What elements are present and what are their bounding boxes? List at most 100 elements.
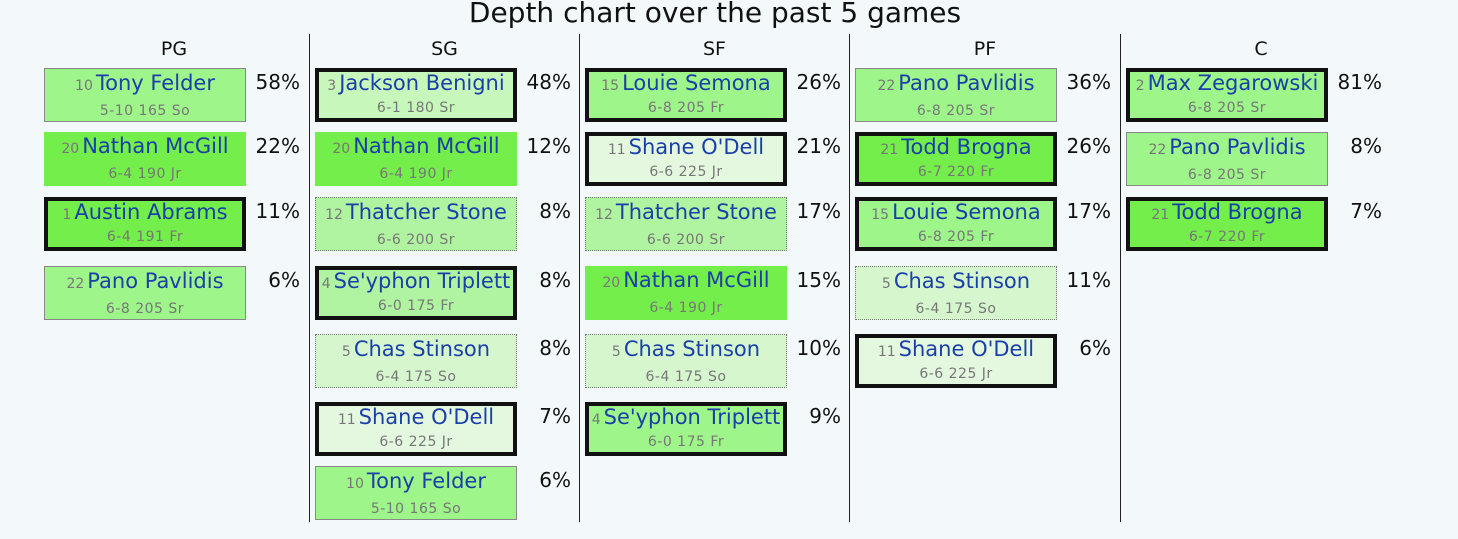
minutes-percentage: 9% xyxy=(809,404,841,428)
player-info: 6-8 205 Fr xyxy=(647,100,725,116)
position-column-c: C 2 Max Zegarowski 6-8 205 Sr 81% 22 Pano Pavl… xyxy=(1120,34,1401,522)
jersey-number: 4 xyxy=(321,276,331,292)
jersey-number: 11 xyxy=(607,142,626,158)
jersey-number: 20 xyxy=(332,141,351,157)
minutes-percentage: 17% xyxy=(796,199,841,223)
player-name-link[interactable]: Se'yphon Triplett xyxy=(603,405,781,429)
player-card[interactable]: 3 Jackson Benigni 6-1 180 Sr xyxy=(315,68,517,122)
player-card[interactable]: 4 Se'yphon Triplett 6-0 175 Fr xyxy=(315,266,517,320)
player-name-link[interactable]: Nathan McGill xyxy=(82,134,229,158)
player-info: 6-7 220 Fr xyxy=(917,164,995,180)
player-name-line: 5 Chas Stinson xyxy=(856,269,1056,296)
player-card[interactable]: 21 Todd Brogna 6-7 220 Fr xyxy=(1126,197,1328,251)
player-name-link[interactable]: Nathan McGill xyxy=(623,268,770,292)
player-name-link[interactable]: Thatcher Stone xyxy=(615,200,777,224)
player-name-line: 4 Se'yphon Triplett xyxy=(589,405,783,432)
player-name-link[interactable]: Chas Stinson xyxy=(893,269,1031,293)
player-info: 5-10 165 So xyxy=(370,501,462,517)
minutes-percentage: 10% xyxy=(796,336,841,360)
player-name-line: 2 Max Zegarowski xyxy=(1130,71,1324,98)
player-name-line: 11 Shane O'Dell xyxy=(589,135,783,162)
player-name-link[interactable]: Louie Semona xyxy=(622,71,771,95)
player-name-link[interactable]: Pano Pavlidis xyxy=(898,71,1035,95)
player-info: 6-6 225 Jr xyxy=(649,164,723,180)
player-info: 6-8 205 Fr xyxy=(917,229,995,245)
minutes-percentage: 8% xyxy=(539,199,571,223)
minutes-percentage: 36% xyxy=(1066,70,1111,94)
jersey-number: 20 xyxy=(61,141,80,157)
player-card[interactable]: 21 Todd Brogna 6-7 220 Fr xyxy=(855,132,1057,186)
player-card[interactable]: 1 Austin Abrams 6-4 191 Fr xyxy=(44,197,246,251)
player-name-link[interactable]: Se'yphon Triplett xyxy=(333,269,511,293)
player-name-link[interactable]: Austin Abrams xyxy=(74,200,228,224)
player-name-line: 15 Louie Semona xyxy=(859,200,1053,227)
player-card[interactable]: 20 Nathan McGill 6-4 190 Jr xyxy=(44,132,246,186)
player-card[interactable]: 2 Max Zegarowski 6-8 205 Sr xyxy=(1126,68,1328,122)
player-info: 6-1 180 Sr xyxy=(376,100,456,116)
player-card[interactable]: 5 Chas Stinson 6-4 175 So xyxy=(855,266,1057,320)
player-name-line: 15 Louie Semona xyxy=(589,71,783,98)
jersey-number: 22 xyxy=(877,78,896,94)
player-card[interactable]: 4 Se'yphon Triplett 6-0 175 Fr xyxy=(585,402,787,456)
position-header: PG xyxy=(160,38,188,60)
player-name-link[interactable]: Louie Semona xyxy=(892,200,1041,224)
player-name-line: 11 Shane O'Dell xyxy=(859,337,1053,364)
minutes-percentage: 48% xyxy=(526,70,571,94)
minutes-percentage: 81% xyxy=(1337,70,1382,94)
player-name-line: 5 Chas Stinson xyxy=(316,337,516,364)
player-name-link[interactable]: Shane O'Dell xyxy=(358,405,495,429)
player-name-link[interactable]: Tony Felder xyxy=(95,71,215,95)
player-card[interactable]: 11 Shane O'Dell 6-6 225 Jr xyxy=(855,334,1057,388)
player-card[interactable]: 15 Louie Semona 6-8 205 Fr xyxy=(855,197,1057,251)
player-name-link[interactable]: Thatcher Stone xyxy=(345,200,507,224)
player-name-line: 21 Todd Brogna xyxy=(1130,200,1324,227)
player-name-link[interactable]: Shane O'Dell xyxy=(898,337,1035,361)
player-name-link[interactable]: Nathan McGill xyxy=(353,134,500,158)
jersey-number: 15 xyxy=(601,78,620,94)
player-name-line: 22 Pano Pavlidis xyxy=(856,71,1056,98)
player-name-link[interactable]: Todd Brogna xyxy=(1172,200,1303,224)
player-card[interactable]: 20 Nathan McGill 6-4 190 Jr xyxy=(585,266,787,320)
player-card[interactable]: 22 Pano Pavlidis 6-8 205 Sr xyxy=(855,68,1057,122)
position-column-pg: PG 10 Tony Felder 5-10 165 So 58% 20 Nathan Mc… xyxy=(40,34,308,522)
jersey-number: 15 xyxy=(871,207,890,223)
player-info: 6-4 175 So xyxy=(375,369,457,385)
jersey-number: 1 xyxy=(62,207,72,223)
minutes-percentage: 11% xyxy=(1066,268,1111,292)
player-card[interactable]: 20 Nathan McGill 6-4 190 Jr xyxy=(315,132,517,186)
player-name-link[interactable]: Shane O'Dell xyxy=(628,135,765,159)
player-card[interactable]: 10 Tony Felder 5-10 165 So xyxy=(315,466,517,520)
player-card[interactable]: 15 Louie Semona 6-8 205 Fr xyxy=(585,68,787,122)
jersey-number: 22 xyxy=(1148,142,1167,158)
player-card[interactable]: 22 Pano Pavlidis 6-8 205 Sr xyxy=(1126,132,1328,186)
minutes-percentage: 12% xyxy=(526,134,571,158)
minutes-percentage: 8% xyxy=(539,268,571,292)
player-name-link[interactable]: Max Zegarowski xyxy=(1147,71,1319,95)
player-card[interactable]: 10 Tony Felder 5-10 165 So xyxy=(44,68,246,122)
player-name-line: 20 Nathan McGill xyxy=(585,268,787,295)
player-name-link[interactable]: Jackson Benigni xyxy=(339,71,505,95)
jersey-number: 22 xyxy=(66,276,85,292)
minutes-percentage: 58% xyxy=(255,70,300,94)
player-name-line: 22 Pano Pavlidis xyxy=(45,269,245,296)
chart-title: Depth chart over the past 5 games xyxy=(468,0,962,29)
player-name-link[interactable]: Chas Stinson xyxy=(353,337,491,361)
jersey-number: 5 xyxy=(611,344,621,360)
player-name-link[interactable]: Pano Pavlidis xyxy=(1169,135,1306,159)
player-card[interactable]: 5 Chas Stinson 6-4 175 So xyxy=(315,334,517,388)
jersey-number: 12 xyxy=(325,207,343,223)
player-card[interactable]: 5 Chas Stinson 6-4 175 So xyxy=(585,334,787,388)
player-name-line: 10 Tony Felder xyxy=(45,71,245,98)
player-card[interactable]: 12 Thatcher Stone 6-6 200 Sr xyxy=(585,197,787,251)
player-card[interactable]: 22 Pano Pavlidis 6-8 205 Sr xyxy=(44,266,246,320)
player-name-line: 20 Nathan McGill xyxy=(44,134,246,161)
player-card[interactable]: 11 Shane O'Dell 6-6 225 Jr xyxy=(315,402,517,456)
player-name-link[interactable]: Chas Stinson xyxy=(623,337,761,361)
player-card[interactable]: 12 Thatcher Stone 6-6 200 Sr xyxy=(315,197,517,251)
minutes-percentage: 6% xyxy=(539,468,571,492)
player-name-link[interactable]: Tony Felder xyxy=(366,469,486,493)
player-name-link[interactable]: Pano Pavlidis xyxy=(87,269,224,293)
minutes-percentage: 7% xyxy=(539,404,571,428)
player-card[interactable]: 11 Shane O'Dell 6-6 225 Jr xyxy=(585,132,787,186)
player-name-link[interactable]: Todd Brogna xyxy=(901,135,1032,159)
